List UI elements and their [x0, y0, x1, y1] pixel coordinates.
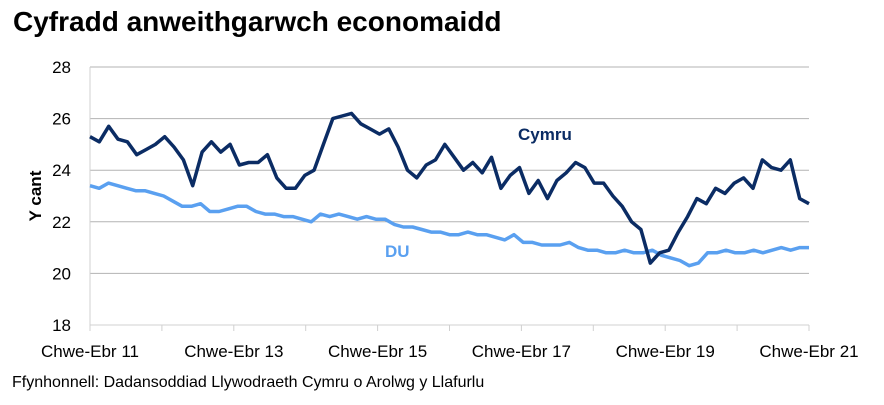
series-labels: DU Cymru: [385, 125, 572, 261]
y-tick-label: 26: [52, 110, 71, 129]
gridlines: [89, 66, 809, 325]
series-label-du: DU: [385, 242, 410, 261]
y-tick-label: 18: [52, 316, 71, 335]
y-axis-ticks: 18 20 22 24 26 28: [52, 58, 71, 335]
series-line-du: [89, 181, 809, 268]
source-note: Ffynhonnell: Dadansoddiad Llywodraeth Cy…: [12, 374, 485, 391]
series-line-cymru: [89, 111, 810, 265]
y-tick-label: 20: [52, 264, 71, 283]
chart-title: Cyfradd anweithgarwch economaidd: [13, 6, 502, 37]
y-tick-label: 22: [52, 213, 71, 232]
x-tick-label: Chwe-Ebr 15: [328, 342, 427, 361]
y-tick-label: 28: [52, 58, 71, 77]
series-lines: [89, 111, 810, 268]
series-label-cymru: Cymru: [518, 125, 572, 144]
x-tick-label: Chwe-Ebr 13: [184, 342, 283, 361]
x-axis: Chwe-Ebr 11 Chwe-Ebr 13 Chwe-Ebr 15 Chwe-Eb…: [41, 324, 859, 361]
x-tick-label: Chwe-Ebr 17: [472, 342, 571, 361]
x-tick-label: Chwe-Ebr 11: [41, 342, 139, 361]
x-tick-label: Chwe-Ebr 19: [616, 342, 715, 361]
x-tick-label: Chwe-Ebr 21: [759, 342, 858, 361]
y-axis-label: Y cant: [26, 170, 45, 221]
y-tick-label: 24: [52, 161, 71, 180]
